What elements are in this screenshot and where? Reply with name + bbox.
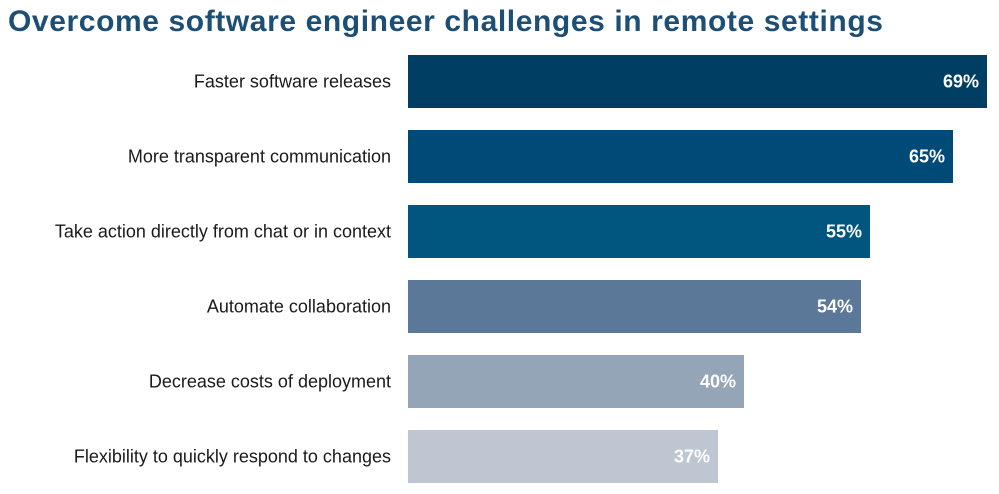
bar-3 <box>408 205 870 258</box>
category-label-5: Decrease costs of deployment <box>149 372 391 392</box>
bar-6 <box>408 430 718 483</box>
category-label-1: Faster software releases <box>194 72 391 92</box>
value-label-2: 65% <box>909 147 945 167</box>
value-label-5: 40% <box>700 372 736 392</box>
value-label-6: 37% <box>674 447 710 467</box>
category-label-6: Flexibility to quickly respond to change… <box>74 447 391 467</box>
bar-4 <box>408 280 861 333</box>
chart-title: Overcome software engineer challenges in… <box>8 5 884 38</box>
category-label-2: More transparent communication <box>128 147 391 167</box>
category-label-3: Take action directly from chat or in con… <box>55 222 391 242</box>
category-label-4: Automate collaboration <box>207 297 391 317</box>
bar-5 <box>408 355 744 408</box>
bar-2 <box>408 130 953 183</box>
value-label-3: 55% <box>826 222 862 242</box>
value-label-1: 69% <box>943 72 979 92</box>
bar-1 <box>408 55 987 108</box>
value-label-4: 54% <box>817 297 853 317</box>
